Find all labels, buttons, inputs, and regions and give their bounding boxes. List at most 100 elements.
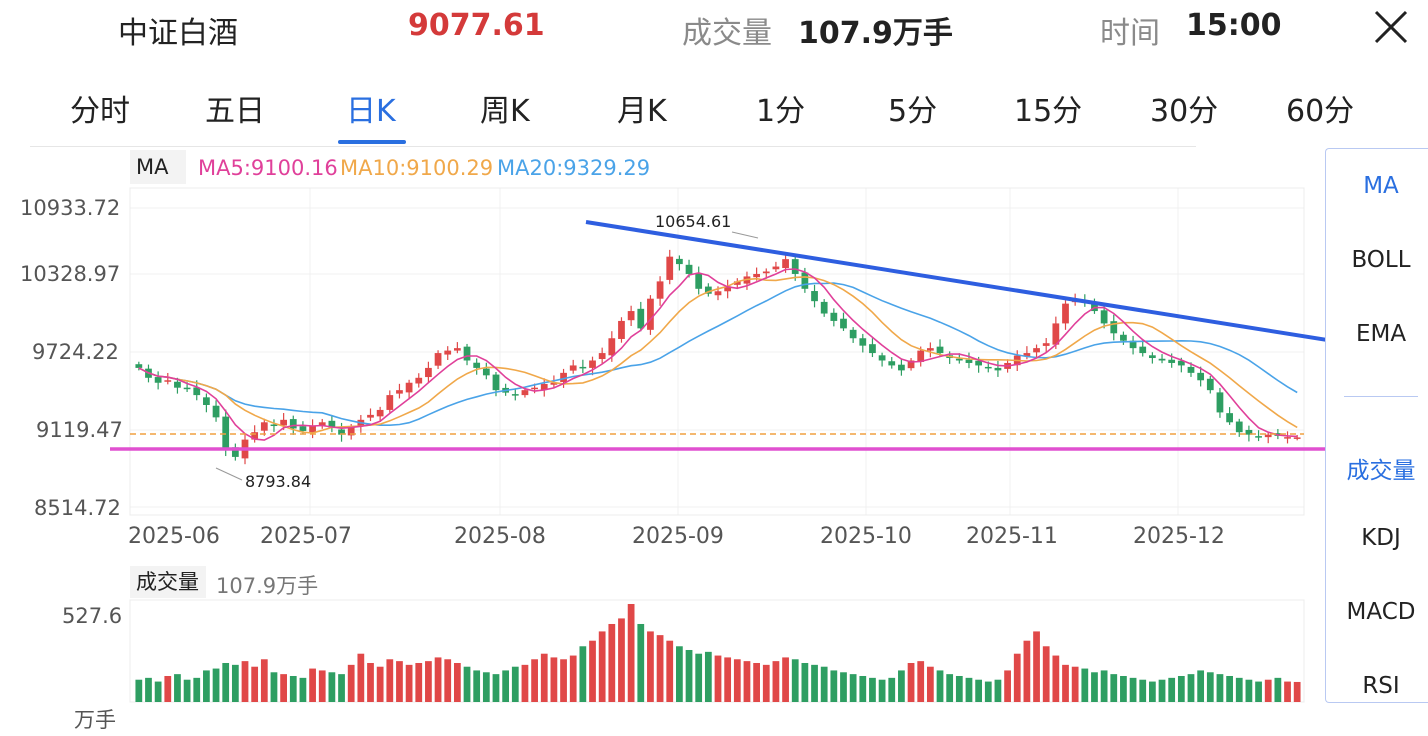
volume-bar	[1110, 674, 1118, 702]
volume-bar	[550, 657, 558, 702]
candle-up	[164, 380, 172, 382]
volume-bar	[1042, 646, 1050, 702]
volume-bar	[338, 674, 345, 702]
volume-bar	[936, 670, 944, 702]
indicator-kdj[interactable]: KDJ	[1361, 525, 1401, 551]
quote-header: 中证白酒 9077.61 成交量 107.9万手 时间 15:00	[0, 0, 1428, 56]
tab-5min[interactable]: 5分	[888, 94, 938, 129]
last-price: 9077.61	[408, 8, 545, 43]
indicator-macd[interactable]: MACD	[1346, 599, 1416, 625]
volume-unit: 万手	[74, 708, 116, 732]
candle-down	[1139, 346, 1147, 354]
candle-down	[174, 381, 181, 388]
volume-bar	[849, 674, 857, 702]
candle-up	[241, 439, 249, 459]
volume-bar	[1235, 677, 1243, 702]
candle-up	[598, 353, 606, 360]
indicator-chip[interactable]: MA	[130, 150, 186, 184]
tab-five-day[interactable]: 五日	[205, 94, 265, 129]
candle-up	[318, 422, 326, 427]
candle-down	[888, 361, 896, 366]
volume-bar	[1245, 679, 1253, 702]
volume-bar	[791, 659, 799, 702]
volume-bar	[203, 670, 210, 702]
tab-60min[interactable]: 60分	[1286, 94, 1355, 129]
volume-bar	[309, 668, 316, 702]
tab-15min[interactable]: 15分	[1014, 94, 1083, 129]
volume-bar	[984, 681, 992, 702]
volume-bar	[318, 670, 326, 702]
candle-down	[878, 355, 886, 361]
candle-down	[203, 397, 210, 405]
sub-indicator-chip[interactable]: 成交量	[130, 566, 206, 598]
indicator-rsi[interactable]: RSI	[1362, 673, 1400, 699]
candle-down	[1110, 321, 1118, 334]
candle-down	[946, 355, 954, 359]
volume-bar	[357, 653, 365, 702]
candle-up	[1052, 323, 1060, 345]
volume-bar	[154, 681, 162, 702]
candle-down	[859, 338, 867, 346]
indicator-ma[interactable]: MA	[1363, 173, 1399, 199]
tab-month-k[interactable]: 月K	[617, 94, 667, 129]
ma10-value: MA10:9100.29	[340, 156, 494, 180]
candle-up	[627, 311, 635, 321]
volume-bar	[1264, 679, 1272, 702]
candle-up	[309, 426, 316, 433]
volume-bar	[888, 677, 896, 702]
indicator-boll[interactable]: BOLL	[1351, 247, 1411, 273]
volume-bar	[1216, 674, 1224, 702]
tab-week-k[interactable]: 周K	[480, 94, 530, 129]
trendline	[585, 220, 1428, 358]
time-value: 15:00	[1186, 8, 1282, 43]
indicator-volume[interactable]: 成交量	[1346, 458, 1416, 484]
tab-day-k[interactable]: 日K	[346, 94, 396, 129]
candle-up	[926, 348, 934, 351]
volume-bar	[1004, 670, 1011, 702]
price-tick: 9724.22	[32, 340, 119, 364]
candle-down	[463, 346, 471, 361]
volume-bar	[1293, 681, 1301, 702]
candle-up	[1293, 437, 1301, 439]
volume-bar	[367, 662, 374, 702]
candle-down	[1197, 372, 1205, 381]
volume-bar	[869, 677, 876, 702]
tab-1min[interactable]: 1分	[756, 94, 806, 129]
volume-bar	[695, 653, 703, 702]
candle-down	[212, 405, 220, 418]
candle-up	[569, 365, 577, 371]
indicator-divider	[1344, 396, 1418, 397]
index-name: 中证白酒	[118, 16, 238, 51]
candle-down	[579, 366, 587, 369]
close-button[interactable]	[1368, 4, 1414, 50]
candle-up	[1264, 434, 1272, 438]
close-icon	[1374, 10, 1408, 44]
volume-bar	[473, 670, 481, 702]
candle-up	[1071, 298, 1079, 303]
candle-up	[666, 256, 674, 280]
volume-bar	[724, 657, 732, 702]
candle-down	[299, 426, 307, 431]
candle-up	[772, 266, 780, 270]
volume-bar	[743, 661, 751, 702]
candle-down	[502, 387, 510, 393]
tab-30min[interactable]: 30分	[1150, 94, 1219, 129]
volume-bar	[222, 662, 230, 702]
price-tick: 10328.97	[20, 262, 121, 286]
indicator-ema[interactable]: EMA	[1355, 321, 1407, 347]
volume-bar	[145, 677, 152, 702]
volume-bar	[241, 661, 249, 702]
volume-bar	[685, 649, 693, 702]
volume-bar	[453, 662, 461, 702]
volume-bar	[753, 662, 760, 702]
candle-up	[251, 432, 259, 440]
date-tick: 2025-12	[1133, 524, 1225, 549]
candle-up	[425, 367, 432, 378]
volume-max-tick: 527.6	[62, 604, 123, 628]
candle-up	[1062, 303, 1069, 324]
tab-fenshi[interactable]: 分时	[70, 94, 130, 129]
candle-down	[984, 366, 992, 369]
volume-bar	[280, 674, 287, 702]
volume-bar	[772, 661, 780, 702]
volume-bar	[830, 670, 838, 702]
